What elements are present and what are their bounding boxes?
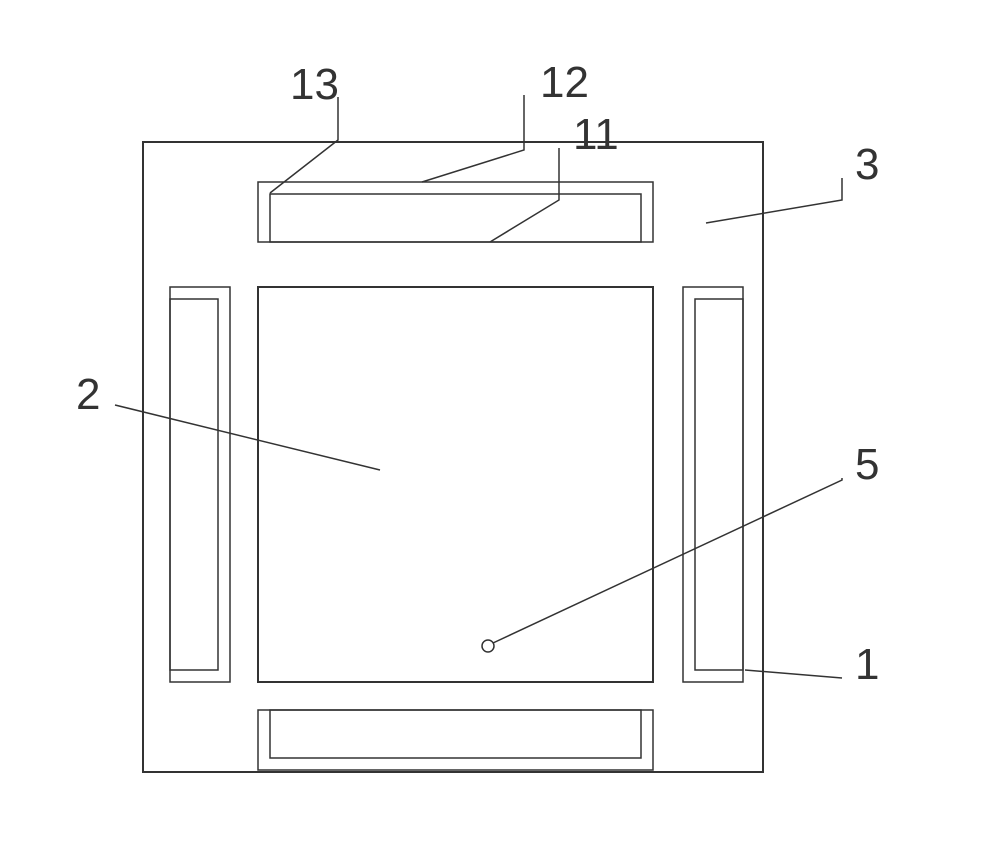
label-2: 2 — [76, 370, 100, 420]
left-slot-inner — [170, 299, 218, 670]
label-3: 3 — [855, 140, 879, 190]
leader-3 — [706, 178, 842, 223]
label-11: 11 — [573, 110, 619, 160]
right-slot-outer — [683, 287, 743, 682]
leader-2 — [115, 405, 380, 470]
bottom-slot-outer — [258, 710, 653, 770]
outer-frame — [143, 142, 763, 772]
leader-11 — [490, 148, 559, 242]
center-square — [258, 287, 653, 682]
label-12: 12 — [540, 58, 589, 108]
leader-1 — [745, 670, 842, 678]
left-slot-outer — [170, 287, 230, 682]
label-13: 13 — [290, 60, 339, 110]
label-5: 5 — [855, 440, 879, 490]
leader-12 — [422, 95, 524, 182]
leader-5 — [493, 478, 842, 643]
top-slot-inner — [270, 194, 641, 242]
diagram-svg — [0, 0, 1000, 850]
technical-diagram: 13 12 11 3 2 5 1 — [0, 0, 1000, 850]
top-slot-outer — [258, 182, 653, 242]
label-1: 1 — [855, 640, 879, 690]
leader-13 — [270, 97, 338, 193]
bottom-slot-inner — [270, 710, 641, 758]
center-point — [482, 640, 494, 652]
right-slot-inner — [695, 299, 743, 670]
